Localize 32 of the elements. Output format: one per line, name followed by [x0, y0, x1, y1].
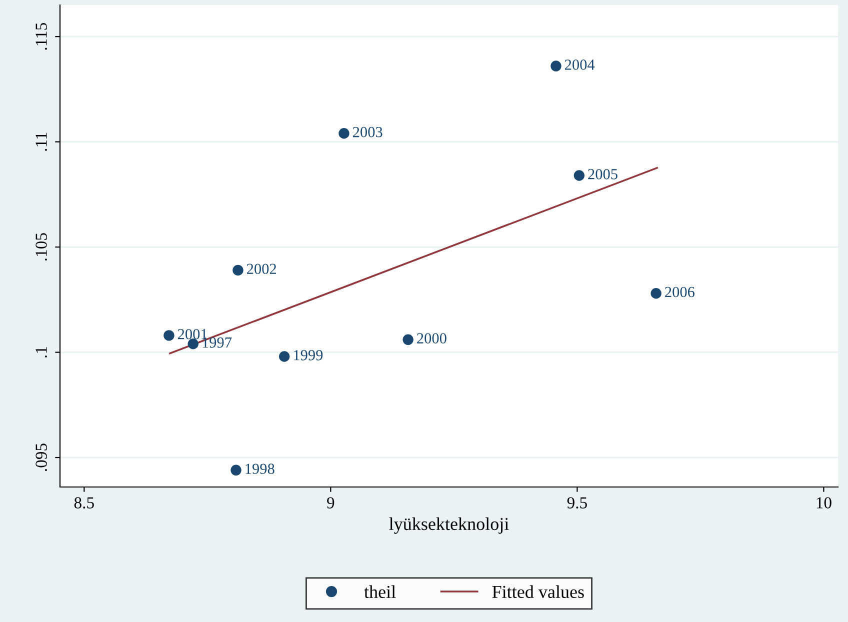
annotation: 2006	[665, 286, 695, 298]
point	[188, 338, 198, 350]
point	[278, 351, 290, 362]
point	[574, 170, 585, 181]
point	[232, 264, 244, 276]
x-tick-label: 9	[327, 497, 334, 508]
annotation: 1999	[294, 350, 323, 360]
point	[650, 288, 662, 299]
annotation: 2002	[246, 264, 276, 274]
y-tick-label: .1	[36, 347, 47, 358]
y-tick-label: .115	[36, 22, 47, 50]
annotation: 2003	[352, 126, 382, 138]
point	[230, 464, 242, 476]
x-tick-label: 8.5	[74, 497, 94, 509]
annotation: 2000	[417, 333, 446, 344]
annotation: 2001	[178, 328, 207, 340]
x-tick-label: 9.5	[567, 497, 587, 509]
annotation: 2004	[564, 60, 595, 70]
legend-label: Fitted values	[492, 585, 584, 598]
annotation: 1997	[202, 337, 232, 348]
y-tick-label: .105	[36, 233, 47, 261]
legend-label: theil	[364, 585, 396, 598]
point	[550, 60, 562, 72]
point	[402, 334, 414, 346]
point	[164, 330, 174, 341]
point	[338, 128, 350, 139]
x-tick-label: 10	[816, 497, 832, 508]
y-tick-label: .095	[36, 444, 47, 472]
y-tick-label: .11	[36, 132, 47, 151]
annotation: 2005	[588, 169, 618, 180]
x-axis-title: lyüksekteknoloji	[389, 517, 509, 534]
annotation: 1998	[246, 464, 274, 474]
